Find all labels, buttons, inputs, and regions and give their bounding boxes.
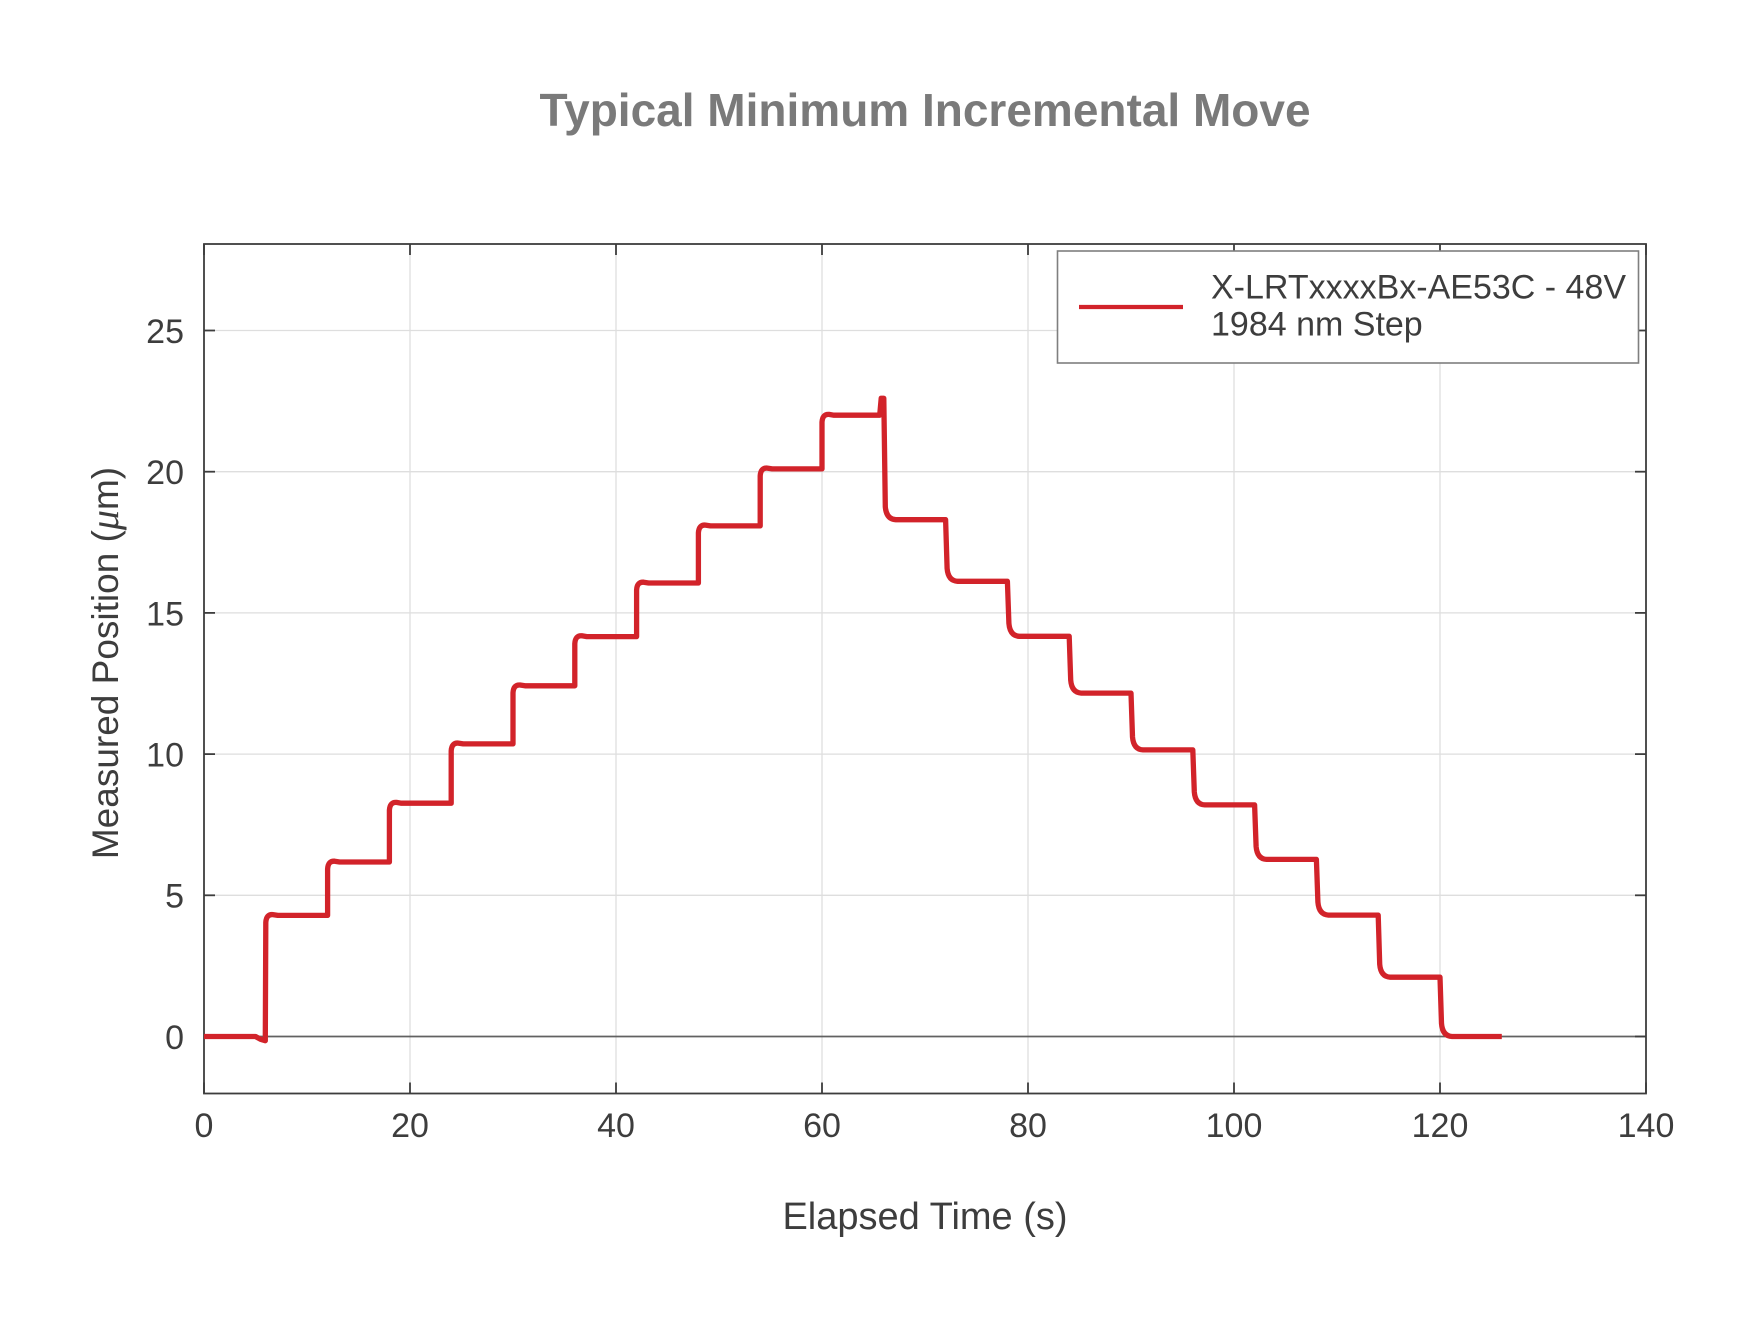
svg-text:10: 10	[146, 737, 184, 775]
svg-text:120: 120	[1412, 1107, 1469, 1145]
svg-text:20: 20	[391, 1107, 429, 1145]
svg-text:40: 40	[597, 1107, 635, 1145]
svg-text:25: 25	[146, 313, 184, 351]
svg-text:X-LRTxxxxBx-AE53C - 48V: X-LRTxxxxBx-AE53C - 48V	[1211, 269, 1626, 307]
svg-text:Typical Minimum Incremental Mo: Typical Minimum Incremental Move	[539, 84, 1310, 136]
svg-text:80: 80	[1009, 1107, 1047, 1145]
svg-text:5: 5	[165, 878, 184, 916]
svg-text:60: 60	[803, 1107, 841, 1145]
svg-text:15: 15	[146, 595, 184, 633]
svg-text:Measured Position (μm): Measured Position (μm)	[82, 467, 127, 859]
svg-text:Elapsed Time (s): Elapsed Time (s)	[782, 1196, 1067, 1238]
svg-text:140: 140	[1618, 1107, 1675, 1145]
svg-text:0: 0	[165, 1019, 184, 1057]
svg-text:20: 20	[146, 454, 184, 492]
svg-text:1984 nm Step: 1984 nm Step	[1211, 306, 1423, 344]
svg-text:0: 0	[195, 1107, 214, 1145]
svg-text:100: 100	[1206, 1107, 1263, 1145]
